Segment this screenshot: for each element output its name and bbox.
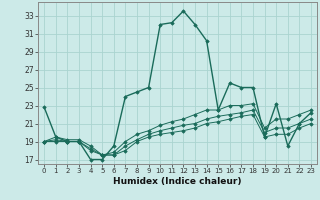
X-axis label: Humidex (Indice chaleur): Humidex (Indice chaleur) <box>113 177 242 186</box>
